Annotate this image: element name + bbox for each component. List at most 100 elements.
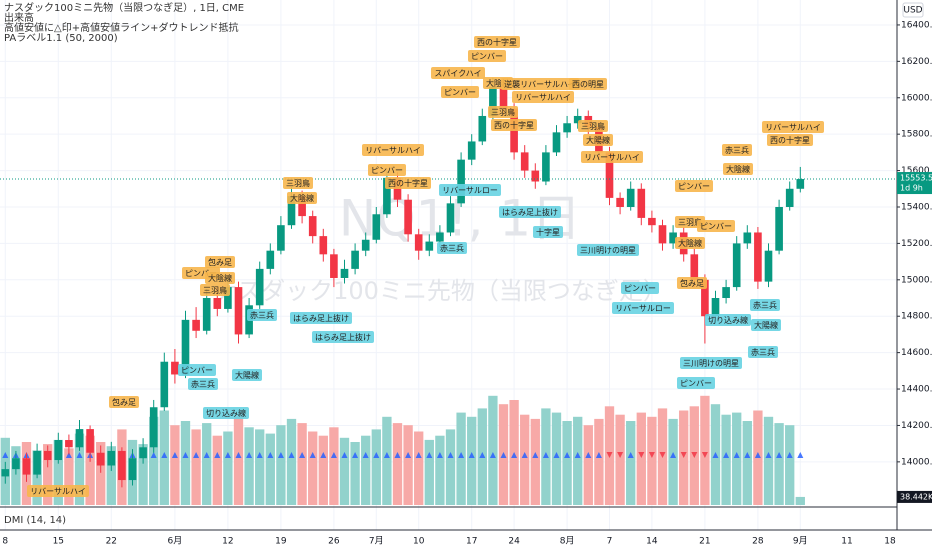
volume-bar <box>233 416 244 505</box>
currency-box[interactable] <box>902 2 924 18</box>
volume-bar <box>329 427 339 505</box>
candle-body <box>107 450 116 466</box>
volume-bar <box>424 439 434 505</box>
pattern-label: 大陰線 <box>678 238 702 248</box>
candle-body <box>552 132 561 153</box>
candle-body <box>499 86 508 109</box>
signal-marker <box>670 452 677 458</box>
candle-body <box>446 203 455 233</box>
last-price-label: 15553.50 <box>900 174 932 183</box>
pattern-label-box <box>680 357 742 369</box>
pattern-label: 赤三兵 <box>753 300 777 310</box>
pattern-label: 西の十字星 <box>770 135 810 145</box>
volume-bar <box>403 425 413 505</box>
signal-marker <box>606 452 613 458</box>
x-tick-label: 22 <box>106 537 117 547</box>
candle-body <box>701 279 709 317</box>
pattern-label: ピンバー <box>371 166 403 175</box>
volume-bar <box>795 496 805 505</box>
volume-bar <box>742 421 752 505</box>
volume-bar <box>265 433 275 505</box>
pattern-label: 大陰線 <box>208 273 232 283</box>
candle-body <box>277 225 285 251</box>
pattern-label-box <box>439 184 501 196</box>
signal-marker <box>373 452 380 458</box>
volume-bar <box>96 442 106 505</box>
x-tick-label: 19 <box>275 537 287 547</box>
signal-marker <box>426 452 433 458</box>
signal-marker <box>65 452 72 458</box>
pattern-label-box <box>188 378 218 390</box>
pattern-label: 西の十字星 <box>477 37 517 47</box>
pattern-label-box <box>697 220 735 232</box>
y-tick-label: 16200.00 <box>901 57 932 67</box>
candle-body <box>330 254 338 278</box>
candle-body <box>436 232 444 242</box>
pattern-label-box <box>621 282 659 294</box>
pattern-label: 大陽線 <box>754 320 778 330</box>
volume-bar <box>53 439 63 505</box>
volume-bar <box>191 429 201 505</box>
signal-marker <box>2 452 9 458</box>
pattern-label-box <box>581 151 643 163</box>
y-tick-label: 14600.00 <box>901 348 932 358</box>
volume-bar <box>414 431 424 505</box>
volume-bar <box>551 412 562 505</box>
pattern-label-box <box>677 377 715 389</box>
signal-marker <box>521 452 528 458</box>
chart-title: ナスダック100ミニ先物（当限つなぎ足）, 1日, CME <box>4 1 244 14</box>
candle-body <box>404 199 412 235</box>
pattern-label: 大陰線 <box>290 193 314 203</box>
pattern-label-box <box>287 192 317 204</box>
volume-bar <box>615 414 625 505</box>
candle-body <box>457 159 465 204</box>
pattern-label-box <box>533 226 563 238</box>
candle-body <box>563 123 571 133</box>
signal-marker <box>436 452 443 458</box>
signal-marker <box>638 452 645 458</box>
candle-body <box>626 188 635 207</box>
signal-marker <box>786 452 793 458</box>
signal-marker <box>754 452 761 458</box>
candle-body <box>96 452 105 466</box>
volume-bar <box>445 429 456 505</box>
pattern-label-box <box>368 164 406 176</box>
signal-marker <box>553 452 560 458</box>
volume-bar <box>435 435 445 505</box>
candle-body <box>128 458 137 481</box>
pattern-label-box <box>468 50 506 62</box>
volume-bar <box>170 425 180 505</box>
signal-marker <box>797 452 804 458</box>
volume-bar <box>106 446 116 505</box>
pattern-label-box <box>751 319 781 331</box>
volume-bar <box>149 416 159 505</box>
x-tick-label: 9月 <box>793 536 808 547</box>
volume-bar <box>180 421 191 505</box>
pattern-label-box <box>583 134 613 146</box>
pattern-label: 三羽鳥 <box>286 178 310 188</box>
volume-bar <box>350 442 360 505</box>
signal-marker <box>712 452 719 458</box>
signal-marker <box>617 452 624 458</box>
pattern-label-box <box>499 206 561 218</box>
volume-bar <box>647 416 657 505</box>
signal-marker <box>352 452 359 458</box>
signal-marker <box>224 452 231 458</box>
signal-marker <box>288 452 295 458</box>
y-tick-label: 15800.00 <box>901 130 932 140</box>
volume-bar <box>74 433 85 505</box>
candle-body <box>298 196 306 217</box>
pattern-label: リバーサルハイ <box>365 146 421 155</box>
volume-bar <box>339 437 350 505</box>
volume-bar <box>85 435 95 505</box>
y-tick-label: 15600.00 <box>901 166 932 176</box>
candle-body <box>658 225 667 244</box>
pattern-label: スパイクハイ <box>434 69 481 78</box>
candle-body <box>351 250 359 269</box>
candle-body <box>255 268 264 306</box>
candle-body <box>160 361 169 408</box>
candle-body <box>754 232 762 282</box>
volume-bar <box>626 421 636 505</box>
pattern-label: リバーサルロー <box>615 304 671 313</box>
signal-marker <box>76 452 83 458</box>
